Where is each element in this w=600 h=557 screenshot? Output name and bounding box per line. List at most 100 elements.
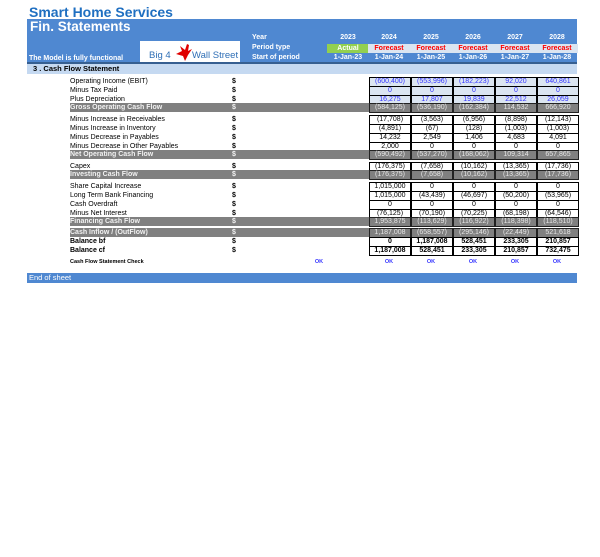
value-cell[interactable]: (118,510) xyxy=(537,217,579,227)
value-cell[interactable]: (537,270) xyxy=(411,150,453,160)
start-date: 1-Jan-28 xyxy=(542,54,572,61)
section-band xyxy=(27,64,577,74)
year-2028: 2028 xyxy=(549,34,565,41)
value-cell[interactable]: 114,532 xyxy=(495,103,537,113)
row-label: Share Capital Increase xyxy=(70,183,142,190)
header-band xyxy=(27,19,577,62)
value-cell[interactable]: 210,857 xyxy=(495,246,537,256)
value-cell[interactable]: (176,375) xyxy=(369,170,411,180)
start-of-period-label: Start of period xyxy=(252,54,300,61)
currency-symbol: $ xyxy=(232,163,236,170)
currency-symbol: $ xyxy=(232,229,236,236)
row-label: Cash Overdraft xyxy=(70,201,118,208)
currency-symbol: $ xyxy=(232,104,236,111)
year-2027: 2027 xyxy=(507,34,523,41)
period-type-label: Period type xyxy=(252,44,291,51)
check-label: Cash Flow Statement Check xyxy=(70,259,144,265)
value-cell[interactable]: 657,865 xyxy=(537,150,579,160)
row-label: Minus Tax Paid xyxy=(70,87,118,94)
value-cell[interactable]: 233,305 xyxy=(453,246,495,256)
row-label: Investing Cash Flow xyxy=(70,171,138,178)
check-ok: OK xyxy=(384,259,394,265)
year-2026: 2026 xyxy=(465,34,481,41)
subtotal-band xyxy=(70,103,577,112)
big4-wallstreet-logo: Big 4 Wall Street xyxy=(140,41,240,62)
row-label: Minus Decrease in Payables xyxy=(70,134,159,141)
currency-symbol: $ xyxy=(232,134,236,141)
row-label: Minus Increase in Receivables xyxy=(70,116,165,123)
start-date: 1-Jan-25 xyxy=(416,54,446,61)
row-label: Cash Inflow / (OutFlow) xyxy=(70,229,148,236)
row-label: Long Term Bank Financing xyxy=(70,192,154,199)
logo-left-text: Big 4 xyxy=(149,50,171,61)
year-label: Year xyxy=(252,34,267,41)
value-cell[interactable]: (590,492) xyxy=(369,150,411,160)
row-label: Minus Net Interest xyxy=(70,210,127,217)
subtotal-band xyxy=(70,170,577,179)
subtotal-band xyxy=(70,217,577,226)
currency-symbol: $ xyxy=(232,143,236,150)
row-label: Minus Decrease in Other Payables xyxy=(70,143,179,150)
currency-symbol: $ xyxy=(232,183,236,190)
value-cell[interactable]: (118,398) xyxy=(495,217,537,227)
currency-symbol: $ xyxy=(232,78,236,85)
currency-symbol: $ xyxy=(232,247,236,254)
row-label: Plus Depreciation xyxy=(70,96,125,103)
period-type-forecast: Forecast xyxy=(368,44,410,53)
period-type-forecast: Forecast xyxy=(536,44,578,53)
currency-symbol: $ xyxy=(232,125,236,132)
row-label: Balance bf xyxy=(70,238,106,245)
value-cell[interactable]: 666,920 xyxy=(537,103,579,113)
value-cell[interactable]: 732,475 xyxy=(537,246,579,256)
value-cell[interactable]: (536,190) xyxy=(411,103,453,113)
value-cell[interactable]: 109,314 xyxy=(495,150,537,160)
check-ok: OK xyxy=(510,259,520,265)
year-2024: 2024 xyxy=(381,34,397,41)
currency-symbol: $ xyxy=(232,238,236,245)
period-type-actual: Actual xyxy=(327,44,369,53)
start-date: 1-Jan-27 xyxy=(500,54,530,61)
value-cell[interactable]: (584,125) xyxy=(369,103,411,113)
sheet-title: Fin. Statements xyxy=(30,19,131,34)
row-label: Minus Increase in Inventory xyxy=(70,125,156,132)
check-ok: OK xyxy=(426,259,436,265)
currency-symbol: $ xyxy=(232,87,236,94)
value-cell[interactable]: (116,922) xyxy=(453,217,495,227)
check-ok: OK xyxy=(552,259,562,265)
value-cell[interactable]: (168,062) xyxy=(453,150,495,160)
currency-symbol: $ xyxy=(232,171,236,178)
start-date: 1-Jan-23 xyxy=(333,54,363,61)
company-name: Smart Home Services xyxy=(29,4,173,20)
value-cell[interactable]: (162,384) xyxy=(453,103,495,113)
value-cell[interactable]: (7,658) xyxy=(411,170,453,180)
row-label: Operating Income (EBIT) xyxy=(70,78,148,85)
currency-symbol: $ xyxy=(232,116,236,123)
logo-right-text: Wall Street xyxy=(192,50,239,61)
currency-symbol: $ xyxy=(232,151,236,158)
value-cell[interactable]: (113,629) xyxy=(411,217,453,227)
currency-symbol: $ xyxy=(232,192,236,199)
value-cell[interactable]: 1,953,875 xyxy=(369,217,411,227)
check-ok: OK xyxy=(314,259,324,265)
value-cell[interactable]: (17,736) xyxy=(537,170,579,180)
row-label: Financing Cash Flow xyxy=(70,218,141,225)
period-type-forecast: Forecast xyxy=(494,44,536,53)
period-type-forecast: Forecast xyxy=(452,44,494,53)
row-label: Balance cf xyxy=(70,247,106,254)
section-divider xyxy=(27,62,577,64)
currency-symbol: $ xyxy=(232,218,236,225)
currency-symbol: $ xyxy=(232,201,236,208)
value-cell[interactable]: 528,451 xyxy=(411,246,453,256)
check-ok: OK xyxy=(468,259,478,265)
subtotal-band xyxy=(70,150,577,159)
currency-symbol: $ xyxy=(232,96,236,103)
start-date: 1-Jan-24 xyxy=(374,54,404,61)
subtotal-band xyxy=(70,228,577,237)
period-type-forecast: Forecast xyxy=(410,44,452,53)
value-cell[interactable]: (10,162) xyxy=(453,170,495,180)
value-cell[interactable]: 1,187,008 xyxy=(369,246,411,256)
section-title: 3 . Cash Flow Statement xyxy=(33,64,120,73)
value-cell[interactable]: (13,365) xyxy=(495,170,537,180)
year-2023: 2023 xyxy=(340,34,356,41)
currency-symbol: $ xyxy=(232,210,236,217)
